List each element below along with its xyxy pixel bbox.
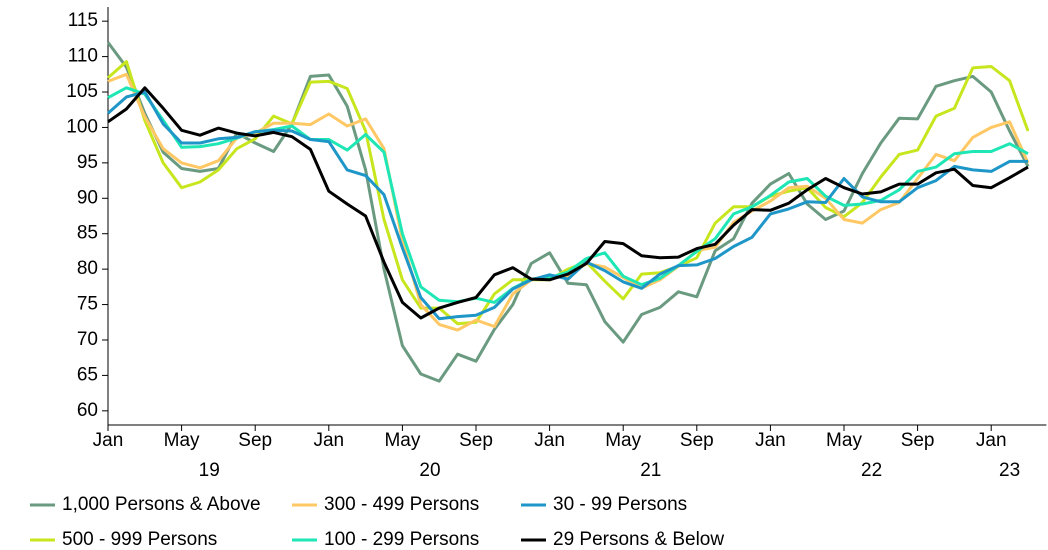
- year-label: 23: [999, 460, 1020, 481]
- legend-label: 29 Persons & Below: [553, 529, 724, 550]
- y-tick-label: 60: [77, 400, 98, 421]
- x-tick-label: May: [164, 430, 200, 451]
- series-line: [107, 90, 1028, 321]
- year-label: 22: [861, 460, 882, 481]
- year-label: 19: [199, 460, 220, 481]
- legend-label: 300 - 499 Persons: [324, 494, 479, 515]
- y-tick-label: 90: [77, 187, 98, 208]
- year-label: 21: [640, 460, 661, 481]
- y-tick-label: 115: [68, 10, 98, 31]
- legend-label: 30 - 99 Persons: [553, 494, 687, 515]
- y-tick-label: 75: [77, 294, 98, 315]
- series-line: [107, 86, 1029, 320]
- y-tick-label: 110: [68, 46, 98, 67]
- x-tick-label: Jan: [313, 430, 344, 451]
- series-line: [107, 86, 1029, 304]
- x-tick-label: Jan: [755, 430, 786, 451]
- y-tick-label: 80: [77, 258, 98, 279]
- x-tick-label: May: [605, 430, 641, 451]
- x-tick-label: Sep: [680, 430, 714, 451]
- y-tick-label: 85: [77, 223, 98, 244]
- legend-label: 1,000 Persons & Above: [62, 494, 261, 515]
- year-label: 20: [419, 460, 440, 481]
- x-tick-label: Sep: [459, 430, 493, 451]
- y-tick-label: 65: [77, 364, 98, 385]
- legend-label: 100 - 299 Persons: [324, 529, 479, 550]
- y-tick-label: 95: [77, 152, 98, 173]
- legend-label: 500 - 999 Persons: [62, 529, 217, 550]
- x-tick-label: May: [384, 430, 420, 451]
- x-tick-label: Sep: [238, 430, 272, 451]
- x-tick-label: Jan: [976, 430, 1007, 451]
- y-tick-label: 105: [66, 81, 98, 102]
- y-tick-label: 100: [66, 116, 98, 137]
- x-tick-label: Jan: [534, 430, 565, 451]
- x-tick-label: May: [826, 430, 862, 451]
- x-tick-label: Sep: [901, 430, 935, 451]
- x-tick-label: Jan: [93, 430, 124, 451]
- y-tick-label: 70: [77, 329, 98, 350]
- series-line: [106, 41, 1030, 383]
